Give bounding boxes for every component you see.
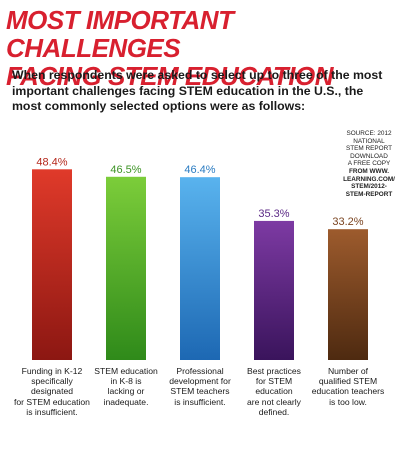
source-note-line: DOWNLOAD (350, 152, 388, 160)
bar (180, 177, 220, 360)
bar-value-label: 35.3% (258, 208, 289, 220)
source-note-line: FROM WWW. (348, 167, 390, 175)
chart-subtitle: When respondents were asked to select up… (12, 68, 383, 113)
category-label: Best practices for STEM education are not c… (247, 366, 301, 417)
bar (32, 169, 72, 360)
source-note-line: SOURCE: 2012 (346, 130, 392, 137)
bar-value-label: 46.5% (110, 164, 141, 176)
source-note-line: LEARNING.COM/ (343, 175, 395, 183)
chart-title-line: MOST IMPORTANT CHALLENGES (6, 5, 234, 63)
bar (106, 176, 146, 360)
source-note-line: NATIONAL (353, 137, 385, 145)
bar (254, 220, 294, 360)
source-note: SOURCE: 2012 NATIONAL STEM REPORT DOWNLO… (340, 130, 398, 198)
chart-title-line: FACING STEM EDUCATION (6, 61, 334, 91)
category-label: Professional development for STEM teachers… (169, 366, 231, 407)
category-label: Number of qualified STEM education teacher… (311, 366, 385, 407)
category-label: STEM education in K-8 is lacking or inadequ… (94, 366, 158, 407)
bar-value-label: 33.2% (332, 216, 363, 228)
bar (328, 229, 368, 360)
source-note-line: A FREE COPY (347, 160, 391, 168)
chart-title: MOST IMPORTANT CHALLENGES FACING STEM ED… (6, 6, 396, 90)
category-label: Funding in K-12 specifically designated for… (14, 366, 90, 417)
bar-value-label: 46.4% (184, 164, 215, 176)
source-note-line: STEM/2012- (351, 183, 387, 191)
source-note-line: STEM REPORT (345, 145, 393, 153)
source-note-line: STEM-REPORT (345, 190, 393, 198)
bar-value-label: 48.4% (36, 156, 67, 168)
